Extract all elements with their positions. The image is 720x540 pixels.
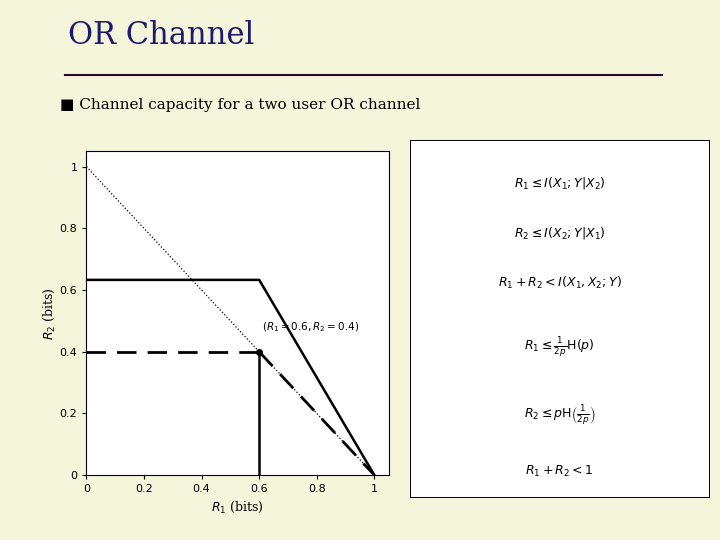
Text: ■ Channel capacity for a two user OR channel: ■ Channel capacity for a two user OR cha… — [60, 98, 420, 112]
Y-axis label: $R_2$ (bits): $R_2$ (bits) — [42, 287, 57, 340]
X-axis label: $R_1$ (bits): $R_1$ (bits) — [211, 500, 264, 515]
Text: $R_2 \leq p\mathrm{H}\left(\frac{1}{2p}\right)$: $R_2 \leq p\mathrm{H}\left(\frac{1}{2p}\… — [524, 403, 595, 427]
Text: $R_1 \leq \frac{1}{2p}\mathrm{H}(p)$: $R_1 \leq \frac{1}{2p}\mathrm{H}(p)$ — [524, 335, 595, 359]
Text: $R_1 + R_2 < I(X_1, X_2; Y)$: $R_1 + R_2 < I(X_1, X_2; Y)$ — [498, 275, 622, 291]
Text: $R_2 \leq I(X_2; Y|X_1)$: $R_2 \leq I(X_2; Y|X_1)$ — [514, 225, 606, 241]
Text: OR Channel: OR Channel — [68, 20, 255, 51]
Text: $R_1 \leq I(X_1; Y|X_2)$: $R_1 \leq I(X_1; Y|X_2)$ — [514, 175, 606, 191]
Text: $(R_1=0.6, R_2=0.4)$: $(R_1=0.6, R_2=0.4)$ — [262, 320, 359, 334]
Text: $R_1 + R_2 < 1$: $R_1 + R_2 < 1$ — [526, 464, 594, 480]
